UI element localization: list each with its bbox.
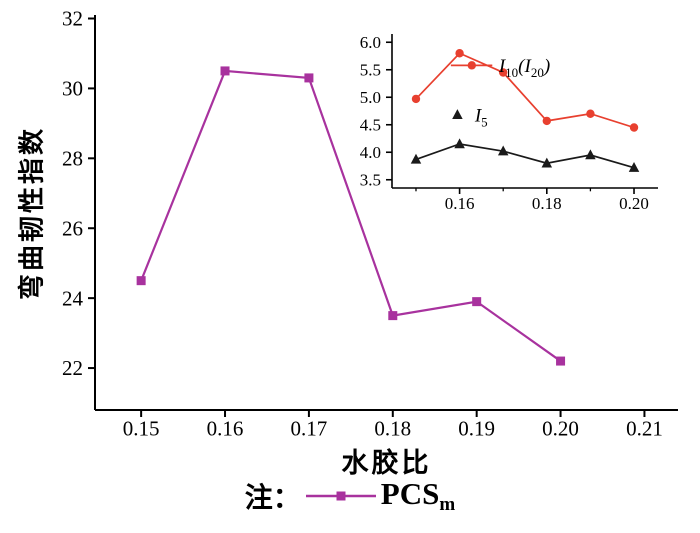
- inset-series-1-line: [415, 143, 635, 169]
- inset-series-0-marker: [629, 123, 639, 132]
- main-y-tick-label: 32: [62, 7, 83, 31]
- y-axis-label: 弯曲韧性指数: [17, 125, 47, 301]
- inset-series-1-marker: [454, 138, 465, 149]
- main-y-tick-label: 24: [62, 286, 84, 310]
- inset-y-tick-label: 5.5: [360, 61, 381, 80]
- inset-y-tick-label: 5.0: [360, 88, 381, 107]
- main-chart: 0.15 0.16 0.17 0.18 0.19 0.20 0.21 22 24 26 28 30 32: [62, 7, 678, 440]
- inset-y-tick-label: 3.5: [360, 171, 381, 190]
- main-series-0-marker: [556, 356, 566, 366]
- inset-series-1-marker: [541, 157, 553, 168]
- main-y-tick-label: 22: [62, 356, 83, 380]
- main-series-0-marker: [136, 276, 146, 286]
- inset-y-tick-label: 6.0: [360, 33, 381, 52]
- inset-x-tick-label: 0.18: [532, 194, 562, 213]
- main-x-tick-label: 0.16: [207, 416, 244, 440]
- legend-series-subscript: m: [439, 494, 456, 515]
- inset-series-0-marker: [498, 68, 508, 77]
- inset-series-0-marker: [542, 116, 552, 126]
- inset-series-1-marker: [628, 161, 640, 172]
- main-y-tick-label: 26: [62, 216, 83, 240]
- inset-series-0-line: [415, 52, 635, 129]
- main-series-0-line: [140, 69, 562, 362]
- x-axis-label: 水胶比: [341, 448, 432, 478]
- inset-series-0-marker: [411, 94, 421, 104]
- main-x-tick-label: 0.21: [626, 416, 663, 440]
- inset-legend-i10-i20-marker: [467, 61, 476, 70]
- main-y-tick-label: 28: [62, 146, 83, 170]
- inset-series-0-marker: [586, 109, 595, 118]
- inset-series-0-marker: [455, 49, 464, 58]
- figure-legend: 注： PCSm: [0, 476, 700, 516]
- main-series-0-marker: [388, 311, 398, 321]
- legend-series-text: PCS: [380, 476, 440, 511]
- inset-x-tick-label: 0.20: [619, 194, 649, 213]
- main-x-tick-label: 0.18: [374, 416, 411, 440]
- legend-series-marker-icon: [305, 491, 376, 501]
- main-series-0-marker: [220, 66, 230, 76]
- inset-series-1-marker: [497, 145, 509, 156]
- inset-legend-i5-marker: [452, 109, 463, 120]
- inset-series-1-marker: [585, 149, 596, 160]
- main-x-tick-label: 0.20: [542, 416, 579, 440]
- main-x-tick-label: 0.19: [458, 416, 495, 440]
- inset-y-tick-label: 4.5: [360, 116, 381, 135]
- legend-series-label: PCSm: [381, 478, 455, 514]
- inset-legend-i5-label: I5: [474, 105, 488, 129]
- inset-legend-i10-i20-label: I10(I20): [498, 56, 550, 80]
- inset-chart: 0.16 0.18 0.20 3.5 4.0 4.5 5.0 5.5 6.0 I10(I20) I5: [360, 33, 658, 213]
- inset-x-tick-label: 0.16: [445, 194, 475, 213]
- inset-series-1-marker: [410, 153, 422, 164]
- main-x-tick-label: 0.15: [123, 416, 160, 440]
- main-y-tick-label: 30: [62, 77, 83, 101]
- main-series-0-marker: [472, 297, 482, 307]
- legend-marker-square: [336, 491, 346, 501]
- main-x-tick-label: 0.17: [291, 416, 328, 440]
- main-series-0-marker: [304, 73, 314, 83]
- inset-y-tick-label: 4.0: [360, 143, 381, 162]
- legend-note-prefix: 注：: [244, 483, 301, 514]
